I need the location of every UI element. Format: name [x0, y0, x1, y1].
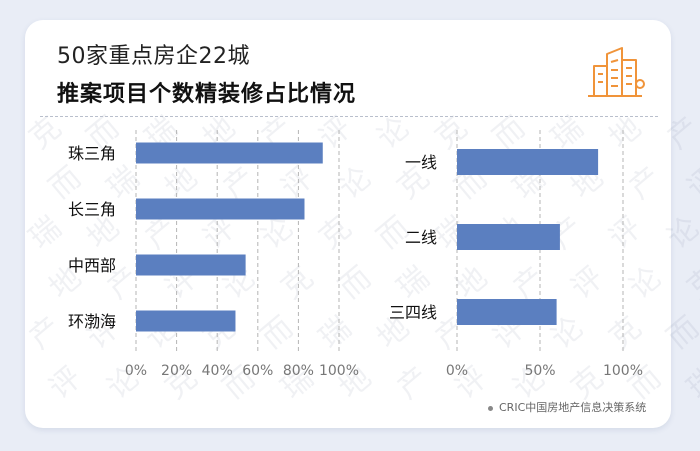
- category-label-1-2: 三四线: [389, 303, 437, 322]
- category-label-0-2: 中西部: [68, 256, 116, 275]
- watermark-char-45: 评: [565, 260, 610, 306]
- tick-label-0-2: 40%: [202, 363, 233, 379]
- watermark-char-46: 论: [623, 260, 668, 306]
- source-note: CRIC中国房地产信息决策系统: [488, 399, 646, 415]
- bar-0-3: [136, 310, 236, 332]
- watermark-char-24: 瑞: [23, 210, 68, 256]
- bar-0-1: [136, 198, 305, 220]
- chart-card: [25, 20, 671, 428]
- watermark-char-34: 评: [603, 210, 648, 256]
- bar-1-2: [457, 299, 557, 325]
- tick-label-0-3: 60%: [242, 363, 273, 379]
- watermark-char-52: 而: [255, 310, 300, 356]
- title-divider: [40, 116, 658, 117]
- source-text: CRIC中国房地产信息决策系统: [499, 401, 647, 414]
- buildings-icon: [588, 47, 645, 97]
- tick-label-0-5: 100%: [319, 363, 359, 379]
- bar-1-1: [457, 224, 560, 250]
- chart-title-line1: 50家重点房企22城: [57, 44, 250, 69]
- watermark-char-53: 瑞: [313, 310, 358, 356]
- bar-0-0: [136, 142, 323, 164]
- watermark-char-47: 克: [681, 260, 700, 306]
- watermark-char-23: 评: [681, 160, 700, 206]
- watermark-char-42: 瑞: [391, 260, 436, 306]
- watermark-char-11: 产: [661, 110, 700, 156]
- watermark-char-22: 产: [623, 160, 668, 206]
- watermark-char-35: 论: [661, 210, 700, 256]
- watermark-char-66: 产: [391, 360, 436, 406]
- tick-label-0-4: 80%: [283, 363, 314, 379]
- watermark-char-60: 评: [43, 360, 88, 406]
- bar-1-0: [457, 149, 599, 175]
- watermark-char-29: 克: [313, 210, 358, 256]
- category-label-0-1: 长三角: [68, 200, 116, 219]
- watermark-char-48: 产: [23, 310, 68, 356]
- watermark-char-40: 克: [275, 260, 320, 306]
- category-label-0-3: 环渤海: [68, 312, 116, 331]
- watermark: 克而瑞地产评论克而瑞地产而瑞地产评论克而瑞地产评瑞地产评论克而瑞地产评论地产评论…: [23, 110, 700, 406]
- tick-label-1-1: 50%: [524, 363, 555, 379]
- tick-label-1-0: 0%: [446, 363, 468, 379]
- category-label-0-0: 珠三角: [68, 144, 116, 163]
- tick-label-0-1: 20%: [161, 363, 192, 379]
- tick-label-1-2: 100%: [603, 363, 643, 379]
- tick-label-0-0: 0%: [125, 363, 147, 379]
- watermark-char-58: 克: [603, 310, 648, 356]
- watermark-char-59: 而: [661, 310, 700, 356]
- chart-title-line2: 推案项目个数精装修占比情况: [57, 82, 357, 107]
- category-label-1-1: 二线: [405, 228, 437, 247]
- bar-0-2: [136, 254, 246, 276]
- category-label-1-0: 一线: [405, 153, 437, 172]
- watermark-char-71: 瑞: [681, 360, 700, 406]
- source-bullet-icon: [488, 405, 493, 411]
